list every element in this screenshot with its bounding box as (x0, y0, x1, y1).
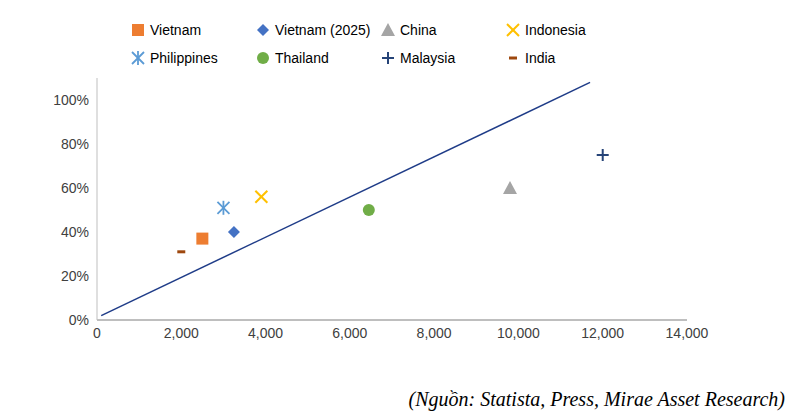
svg-text:4,000: 4,000 (248, 325, 283, 341)
html-text:India: India (525, 50, 556, 66)
svg-text:6,000: 6,000 (332, 325, 367, 341)
html-text:Indonesia: Indonesia (525, 22, 586, 38)
html-text:Vietnam: Vietnam (150, 22, 202, 38)
svg-text:10,000: 10,000 (497, 325, 540, 341)
svg-text:40%: 40% (61, 224, 89, 240)
svg-text:12,000: 12,000 (581, 325, 624, 341)
svg-text:100%: 100% (53, 92, 89, 108)
svg-text:14,000: 14,000 (666, 325, 709, 341)
html-text:China: China (400, 22, 437, 38)
svg-text:80%: 80% (61, 136, 89, 152)
svg-text:0%: 0% (69, 312, 89, 328)
html-text:Philippines: Philippines (150, 50, 218, 66)
html-text:Malaysia: Malaysia (400, 50, 456, 66)
svg-text:8,000: 8,000 (417, 325, 452, 341)
html-text:(Nguồn: Statista, Press, Mirae: (Nguồn: Statista, Press, Mirae Asset Res… (408, 388, 785, 410)
html-text:Thailand: Thailand (275, 50, 329, 66)
html-text:Vietnam (2025): Vietnam (2025) (275, 22, 371, 38)
svg-text:0: 0 (93, 325, 101, 341)
svg-text:60%: 60% (61, 180, 89, 196)
svg-text:2,000: 2,000 (164, 325, 199, 341)
svg-text:20%: 20% (61, 268, 89, 284)
